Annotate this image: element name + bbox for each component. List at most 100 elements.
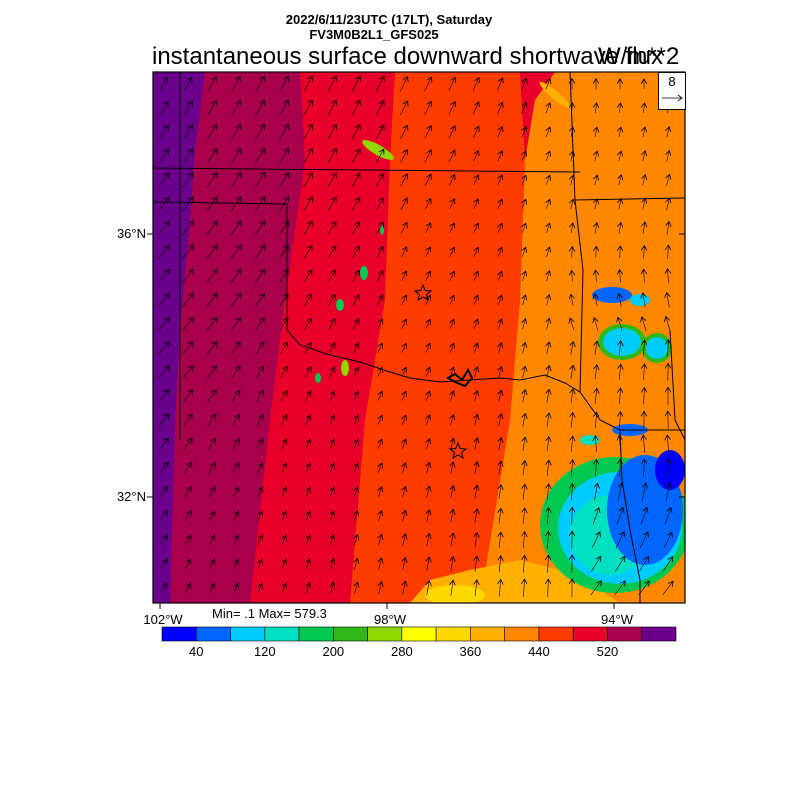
wind-vector [378,534,381,546]
wind-vector [449,175,454,186]
colorbar-swatch [264,626,300,642]
wind-vector [402,439,405,449]
wind-vector [618,483,621,501]
wind-vector [643,293,646,308]
wind-vector [426,391,429,401]
wind-vector [499,532,501,548]
colorbar-swatch [367,626,403,642]
wind-vector [616,508,623,525]
wind-vector [377,319,383,330]
wind-vector [207,101,217,116]
wind-vector [351,173,360,187]
wind-vector [523,461,525,476]
wind-vector [282,487,287,497]
wind-vector [667,222,669,235]
wind-vector [354,439,358,449]
wind-vector [184,487,191,498]
wind-vector [521,103,526,114]
wind-vector [571,365,573,379]
wind-vector [354,415,358,425]
wind-vector [643,175,646,186]
wind-vector [666,483,669,501]
border-tx-ok-red-river [286,329,581,393]
wind-vector [375,76,384,92]
wind-vector [256,439,263,450]
wind-vector [499,485,501,500]
border-co-nm-line [153,201,288,205]
wind-vector [185,583,190,593]
wind-vector [230,149,241,164]
wind-vector [280,415,287,426]
wind-vector [400,174,408,187]
wind-vector [523,484,525,500]
wind-vector [183,77,192,91]
wind-vector [450,415,453,426]
wind-vector [547,484,548,501]
wind-vectors [158,76,673,598]
wind-vector [668,459,669,478]
wind-vector [499,580,500,597]
border-ar-mo-line [574,197,685,201]
wind-vector [304,367,311,378]
wind-vector [667,293,670,308]
wind-vector [475,533,477,548]
wind-vector [327,197,336,211]
field-scatter-2 [630,294,650,306]
wind-vector [619,151,621,161]
reference-vector-value: 8 [668,74,676,89]
wind-vector [306,487,310,497]
wind-vector [475,580,477,597]
colorbar-swatch [195,626,231,642]
wind-vector [303,246,312,259]
wind-vector [231,318,240,331]
wind-vector [451,462,454,474]
wind-vector [354,511,357,522]
border-ar-la-line [579,391,685,431]
wind-vector [498,223,502,233]
wind-vector [206,293,217,307]
wind-vector [327,246,336,259]
wind-vector [547,508,548,525]
wind-vector [643,127,645,138]
wind-vector [158,390,169,403]
wind-vector [375,101,384,116]
colorbar-swatch [572,626,608,642]
wind-vector [158,341,170,355]
wind-vector [620,459,621,477]
wind-vector [303,100,313,116]
wind-vector [234,560,239,569]
wind-vector [638,581,649,596]
wind-vector [206,197,217,212]
wind-vector [258,511,263,521]
wind-vector [524,579,525,597]
wind-vector [400,198,407,210]
wind-vector [547,271,550,282]
wind-vector [281,463,287,473]
wind-vector [400,223,407,234]
wind-vector [354,463,358,473]
wind-vector [183,390,192,403]
wind-vector [450,391,453,402]
wind-vector [449,199,455,210]
wind-vector [280,342,287,354]
wind-vector [448,77,455,91]
wind-vector [282,512,286,521]
wind-vector [232,463,239,474]
wind-vector [231,366,240,379]
wind-vector [427,486,430,498]
wind-vector [354,391,358,401]
wind-vector [572,507,573,525]
wind-vector [158,414,169,427]
wind-vector [158,197,169,212]
wind-vector [474,367,477,378]
wind-vector [620,388,621,405]
wind-vector [306,583,310,594]
wind-vector [256,391,264,402]
wind-vector [594,483,597,501]
wind-vector [255,124,264,140]
wind-vector [258,560,262,569]
wind-vector [499,390,502,402]
border-mo-ar-east [669,329,685,441]
wind-vector [233,535,239,545]
wind-vector [426,415,429,426]
